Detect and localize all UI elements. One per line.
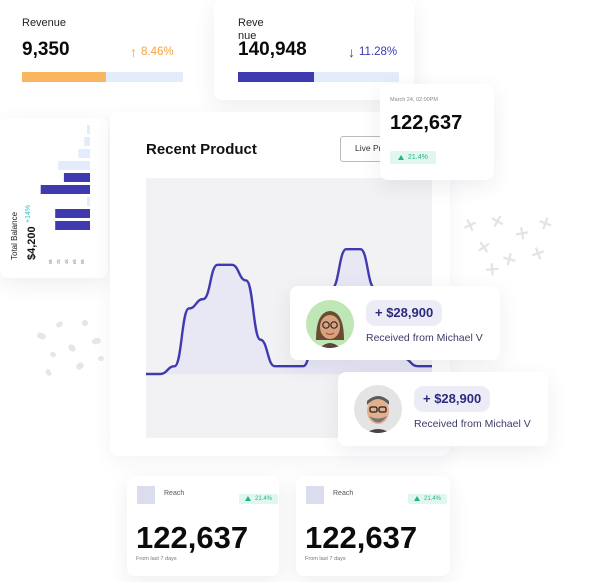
balance-bar xyxy=(87,197,90,206)
transfer-amount-pill-2: + $28,900 xyxy=(414,386,491,412)
reach-badge: 21.4% xyxy=(239,488,279,506)
triangle-up-icon xyxy=(245,496,251,501)
revenue-progress-fill xyxy=(22,72,106,82)
revenue-value: 9,350 xyxy=(22,39,70,60)
balance-bar xyxy=(55,209,90,218)
reach-badge-value: 21.4% xyxy=(255,495,273,502)
revenue-change-value-2: 11.28% xyxy=(359,46,398,58)
revenue-progress-bar-2 xyxy=(238,72,399,82)
transfer-label-2: Received from Michael V xyxy=(414,418,531,430)
reach-icon xyxy=(137,486,155,504)
revenue-progress-fill-2 xyxy=(238,72,314,82)
live-preview-label: Live Pre xyxy=(355,143,387,153)
balance-tick-label: 4k xyxy=(64,258,69,264)
avatar-man-icon xyxy=(366,396,390,433)
decorative-crosses-right: ✕ ✕ ✕ ✕ ✕ ✕ ✕ ✕ xyxy=(460,212,556,282)
revenue-card: Revenue 9,350 ↑ 8.46% xyxy=(0,0,200,100)
avatar-woman-icon xyxy=(316,311,344,348)
transfer-amount-2: + $28,900 xyxy=(423,391,482,406)
reach-label-2: Reach xyxy=(333,490,354,497)
reach-sub-2: From last 7 days xyxy=(305,556,346,562)
balance-card: Total Balance $4,200 +14% 0k 2k 4k 6k 8k xyxy=(0,118,108,278)
revenue-card-2: Reve nue 140,948 ↓ 11.28% xyxy=(214,0,414,100)
transfer-amount-pill: + $28,900 xyxy=(366,300,443,326)
balance-bar xyxy=(84,137,90,146)
reach-sub: From last 7 days xyxy=(136,556,177,562)
stat-card: March 24, 02:00PM 122,637 21.4% xyxy=(380,84,494,180)
transfer-card: + $28,900 Received from Michael V xyxy=(290,286,500,360)
reach-value: 122,637 xyxy=(136,520,249,555)
revenue-change-value: 8.46% xyxy=(141,46,174,58)
stat-date: March 24, 02:00PM xyxy=(390,97,438,103)
balance-tick-label: 0k xyxy=(48,258,53,264)
reach-label: Reach xyxy=(164,490,185,497)
revenue-change: ↑ 8.46% xyxy=(130,44,174,60)
arrow-up-icon: ↑ xyxy=(130,44,137,60)
balance-bar xyxy=(63,173,91,182)
reach-badge-2: 21.4% xyxy=(408,488,448,506)
reach-value-2: 122,637 xyxy=(305,520,418,555)
triangle-up-icon xyxy=(414,496,420,501)
stat-badge-value: 21.4% xyxy=(408,154,428,161)
transfer-amount: + $28,900 xyxy=(375,305,434,320)
balance-bar xyxy=(78,149,91,158)
balance-bar xyxy=(58,161,90,170)
balance-bar xyxy=(55,221,90,230)
reach-card-2: Reach 21.4% 122,637 From last 7 days xyxy=(296,476,450,576)
balance-chart: 0k 2k 4k 6k 8k xyxy=(40,125,91,264)
balance-bar xyxy=(40,185,90,194)
recent-product-title: Recent Product xyxy=(146,141,257,158)
revenue-label: Revenue xyxy=(22,17,67,29)
reach-card: Reach 21.4% 122,637 From last 7 days xyxy=(127,476,279,576)
transfer-label: Received from Michael V xyxy=(366,332,483,344)
revenue-value-2: 140,948 xyxy=(238,39,307,60)
triangle-up-icon xyxy=(398,155,404,160)
reach-badge-value-2: 21.4% xyxy=(424,495,442,502)
transfer-card-2: + $28,900 Received from Michael V xyxy=(338,372,548,446)
stat-badge: 21.4% xyxy=(390,147,436,165)
balance-bar xyxy=(87,125,90,134)
revenue-change-2: ↓ 11.28% xyxy=(348,44,397,60)
balance-tick-label: 8k xyxy=(80,258,85,264)
reach-icon-2 xyxy=(306,486,324,504)
stat-value: 122,637 xyxy=(390,112,463,134)
avatar xyxy=(306,300,354,348)
balance-tick-label: 2k xyxy=(56,258,61,264)
balance-tick-label: 6k xyxy=(72,258,77,264)
avatar-2 xyxy=(354,385,402,433)
revenue-progress-bar xyxy=(22,72,183,82)
arrow-down-icon: ↓ xyxy=(348,44,355,60)
balance-rotated: Total Balance $4,200 +14% 0k 2k 4k 6k 8k xyxy=(0,118,108,278)
revenue-label-2: Reve nue xyxy=(238,17,264,42)
